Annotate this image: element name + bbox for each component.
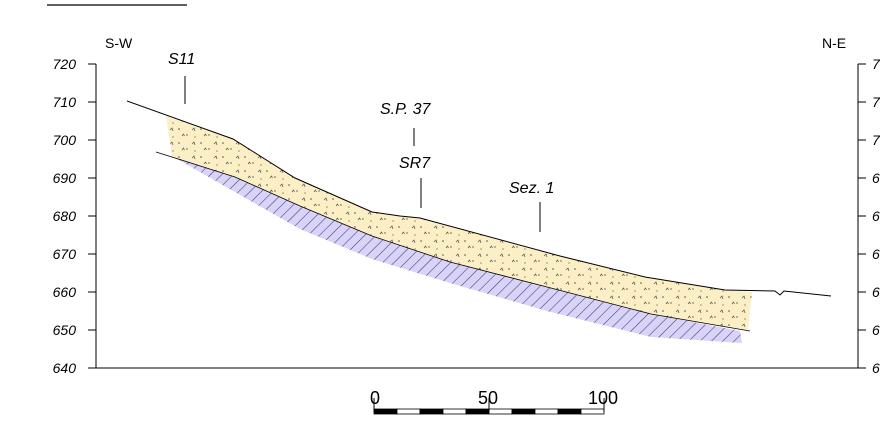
scale-label-100: 100 [588,388,618,408]
svg-text:Sez. 1: Sez. 1 [509,180,554,197]
left-tick-label: 680 [53,208,77,224]
scale-label-0: 0 [370,388,380,408]
terrain-profile [126,100,832,297]
right-tick-label: 7 [872,132,880,148]
scale-segment [534,408,559,415]
orientation-left: S-W [105,35,133,51]
left-tick-label: 650 [53,322,77,338]
svg-text:SR7: SR7 [399,155,431,172]
scale-segment [465,408,490,415]
left-tick-label: 640 [53,360,77,376]
left-tick-label: 720 [53,56,77,72]
scale-segment [396,408,421,415]
borehole-sr7: SR7 [399,155,431,208]
scale-label-50: 50 [478,388,498,408]
right-tick-label: 6 [872,284,880,300]
right-elevation-axis: 7 7 7 6 6 6 6 6 6 [857,56,880,376]
section-sez1: Sez. 1 [509,180,554,232]
right-tick-label: 6 [872,246,880,262]
scale-segment [419,408,444,415]
orientation-right: N-E [822,35,846,51]
lower-layer [172,156,742,343]
left-tick-label: 700 [53,132,77,148]
scale-segment [488,408,513,415]
borehole-sp37: S.P. 37 [380,101,432,146]
right-tick-label: 6 [872,360,880,376]
right-tick-label: 6 [872,322,880,338]
scale-bar: 0 50 100 [370,388,618,415]
svg-text:S.P. 37: S.P. 37 [380,101,432,118]
upper-layer [166,116,752,330]
scale-segment [511,408,536,415]
scale-segment [373,408,398,415]
left-tick-label: 670 [53,246,77,262]
svg-text:S11: S11 [168,51,195,68]
right-tick-label: 7 [872,94,880,110]
right-tick-label: 6 [872,208,880,224]
left-tick-label: 690 [53,170,77,186]
right-tick-label: 6 [872,170,880,186]
left-tick-label: 660 [53,284,77,300]
scale-segment [557,408,582,415]
bedrock-boundary [155,151,751,332]
borehole-s11: S11 [168,51,195,104]
left-tick-label: 710 [53,94,77,110]
scale-segment [580,408,605,415]
right-tick-label: 7 [872,56,880,72]
left-elevation-axis: 720 710 700 690 680 670 660 650 640 [53,56,97,376]
scale-segment [442,408,467,415]
